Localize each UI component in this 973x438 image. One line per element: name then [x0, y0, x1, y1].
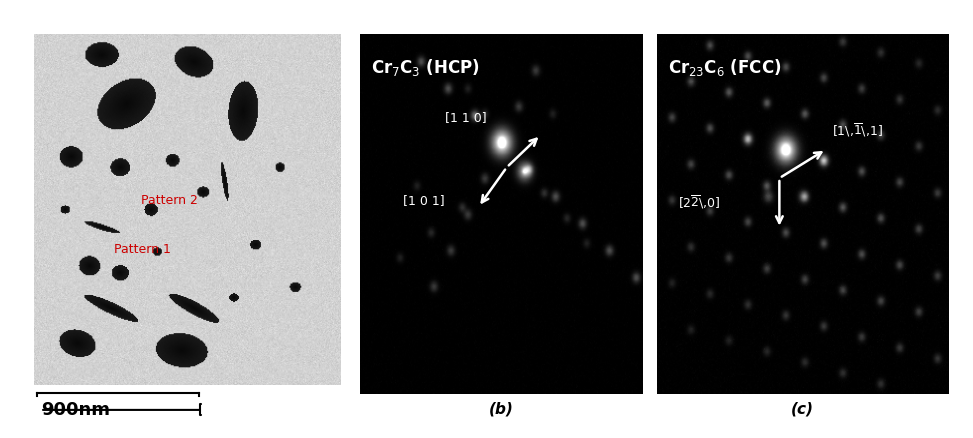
Text: [1\,$\mathregular{\overline{1}}$\,1]: [1\,$\mathregular{\overline{1}}$\,1]	[832, 122, 883, 139]
Text: Pattern 2: Pattern 2	[141, 193, 198, 206]
Text: (a): (a)	[175, 437, 199, 438]
Text: [1 1 0]: [1 1 0]	[445, 111, 486, 124]
Text: (b): (b)	[488, 400, 514, 415]
Text: Cr$_7$C$_3$ (HCP): Cr$_7$C$_3$ (HCP)	[372, 57, 480, 78]
Text: Pattern 1: Pattern 1	[114, 242, 170, 255]
Text: [2$\mathregular{\overline{2}}$\,0]: [2$\mathregular{\overline{2}}$\,0]	[678, 194, 721, 211]
Text: 900nm: 900nm	[41, 400, 110, 418]
Text: [1 0 1]: [1 0 1]	[403, 194, 445, 207]
Text: (c): (c)	[791, 400, 814, 415]
Text: Cr$_{23}$C$_6$ (FCC): Cr$_{23}$C$_6$ (FCC)	[668, 57, 782, 78]
